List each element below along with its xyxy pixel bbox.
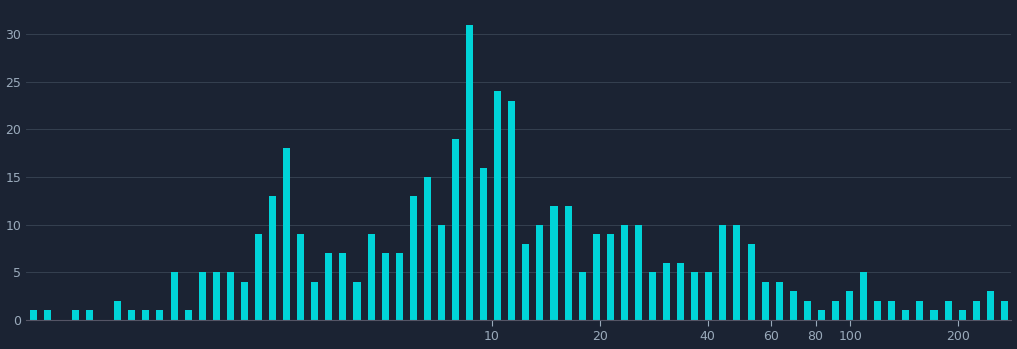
Bar [931,311,938,320]
Bar [818,311,825,320]
Bar [381,253,388,320]
Bar [72,311,79,320]
Bar [986,291,994,320]
Bar [536,225,543,320]
Bar [410,196,417,320]
Bar [171,272,178,320]
Bar [733,225,740,320]
Bar [959,311,966,320]
Bar [649,272,656,320]
Bar [663,263,670,320]
Bar [972,301,979,320]
Bar [367,234,374,320]
Bar [803,301,811,320]
Bar [860,272,868,320]
Bar [297,234,304,320]
Bar [635,225,642,320]
Bar [340,253,347,320]
Bar [198,272,205,320]
Bar [128,311,135,320]
Bar [213,272,220,320]
Bar [255,234,262,320]
Bar [747,244,755,320]
Bar [706,272,712,320]
Bar [579,272,586,320]
Bar [480,168,487,320]
Bar [677,263,684,320]
Bar [283,148,290,320]
Bar [311,282,318,320]
Bar [790,291,796,320]
Bar [846,291,853,320]
Bar [494,91,501,320]
Bar [776,282,783,320]
Bar [466,25,473,320]
Bar [270,196,276,320]
Bar [142,311,149,320]
Bar [902,311,909,320]
Bar [241,282,248,320]
Bar [438,225,445,320]
Bar [184,311,191,320]
Bar [875,301,881,320]
Bar [157,311,164,320]
Bar [692,272,699,320]
Bar [1001,301,1008,320]
Bar [832,301,839,320]
Bar [114,301,121,320]
Bar [86,311,94,320]
Bar [607,234,614,320]
Bar [888,301,895,320]
Bar [593,234,600,320]
Bar [396,253,403,320]
Bar [452,139,459,320]
Bar [29,311,37,320]
Bar [762,282,769,320]
Bar [564,206,572,320]
Bar [325,253,333,320]
Bar [719,225,726,320]
Bar [354,282,360,320]
Bar [620,225,627,320]
Bar [227,272,234,320]
Bar [508,101,516,320]
Bar [44,311,51,320]
Bar [945,301,952,320]
Bar [550,206,557,320]
Bar [424,177,431,320]
Bar [523,244,530,320]
Bar [916,301,923,320]
